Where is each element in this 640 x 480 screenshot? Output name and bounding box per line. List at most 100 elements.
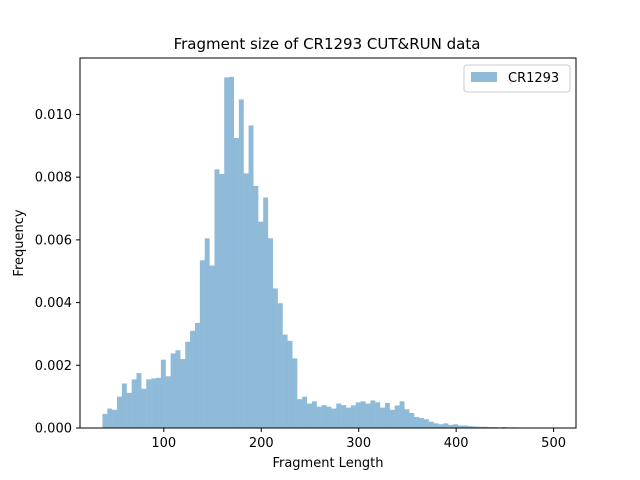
histogram-bar [126,392,132,428]
histogram-bar [253,185,259,428]
y-tick-label: 0.002 [35,359,72,374]
y-axis-label: Frequency [12,209,27,276]
histogram-bar [311,401,317,428]
histogram-bar [409,412,415,428]
histogram-bar [238,99,244,428]
histogram-bar [404,409,410,428]
histogram-bar [394,405,400,428]
histogram-bar [117,396,122,428]
histogram-bar [219,174,225,428]
histogram-bar [121,383,127,428]
histogram-bar [263,197,269,428]
legend-box [463,64,571,93]
plot-frame [79,57,577,429]
histogram-bar [141,388,147,428]
histogram-bar [199,260,205,428]
histogram-bar [477,426,483,428]
histogram-bar [453,424,459,428]
histogram-bar [180,359,186,428]
histogram-bar [165,376,171,428]
histogram-bar [243,173,249,428]
x-axis-label: Fragment Length [272,456,383,471]
y-tick-label: 0.010 [35,108,72,123]
histogram-bar [350,405,356,428]
y-tick-label: 0.008 [35,171,72,186]
histogram-bar [360,401,366,428]
histogram-bar [156,377,161,428]
histogram-bar [321,405,327,428]
histogram-bar [160,359,166,428]
histogram-bar [375,402,381,428]
histogram-bar [331,408,337,428]
y-tick-label: 0.006 [35,233,72,248]
histogram-bar [341,405,347,428]
histogram-bar [428,421,434,428]
histogram-bar [423,419,429,428]
histogram-bar [146,379,152,428]
x-tick-label: 300 [346,436,371,451]
y-tick-label: 0.004 [35,296,72,311]
histogram-bar [316,406,322,428]
histogram-bar [136,373,142,428]
legend: CR1293 [463,64,571,93]
histogram-bar [355,402,361,428]
histogram-bar [287,340,293,428]
histogram-bar [326,406,332,428]
histogram-bar [385,402,390,428]
legend-swatch [471,72,497,82]
histogram-bar [399,401,405,428]
histogram-bar [370,400,376,428]
histogram-bar [438,424,444,428]
histogram-bar [229,76,235,428]
histogram-bar [214,169,220,428]
x-tick-label: 500 [541,436,566,451]
histogram-bar [282,334,288,428]
x-tick-label: 400 [444,436,469,451]
histogram-bar [175,350,181,428]
histogram-bar [419,417,425,428]
histogram-bar [365,403,371,428]
x-tick-label: 100 [151,436,176,451]
histogram-bar [272,288,278,428]
histogram-bar [292,358,298,428]
histogram-bar [190,330,196,428]
histogram-bar [248,125,254,429]
histogram-bar [224,77,230,428]
bars-group [102,76,556,429]
histogram-bar [307,403,312,428]
histogram-bar [258,221,264,428]
histogram-bar [131,379,137,428]
y-axis: 0.000 0.002 0.004 0.006 0.008 0.010 [35,108,80,437]
histogram-bar [204,238,210,428]
histogram-bar [107,408,113,428]
histogram-bar [302,396,308,428]
histogram-bar [102,413,108,428]
histogram-bar [151,378,157,428]
histogram-bar [472,426,478,428]
histogram-bar [336,403,342,428]
histogram-bar [297,399,303,428]
histogram-bar [380,407,386,428]
histogram-bar [482,426,488,428]
y-tick-label: 0.000 [35,422,72,437]
histogram-bar [448,424,454,428]
x-tick-label: 200 [249,436,274,451]
histogram-bar [414,417,420,428]
histogram-bar [112,409,118,428]
legend-label: CR1293 [508,71,559,86]
histogram-bar [462,425,468,428]
x-axis: 100 200 300 400 500 [151,428,566,451]
histogram-bar [209,265,215,428]
histogram-bar [185,341,191,428]
histogram-bar [233,137,239,428]
histogram-bar [389,409,395,428]
histogram-bar [443,423,449,428]
histogram-bar [346,407,351,428]
histogram-bar [170,353,176,428]
histogram-bar [268,238,273,428]
histogram-bar [458,425,464,428]
histogram-bar [194,322,200,428]
histogram-bar [277,303,283,428]
chart-title: Fragment size of CR1293 CUT&RUN data [174,35,481,53]
